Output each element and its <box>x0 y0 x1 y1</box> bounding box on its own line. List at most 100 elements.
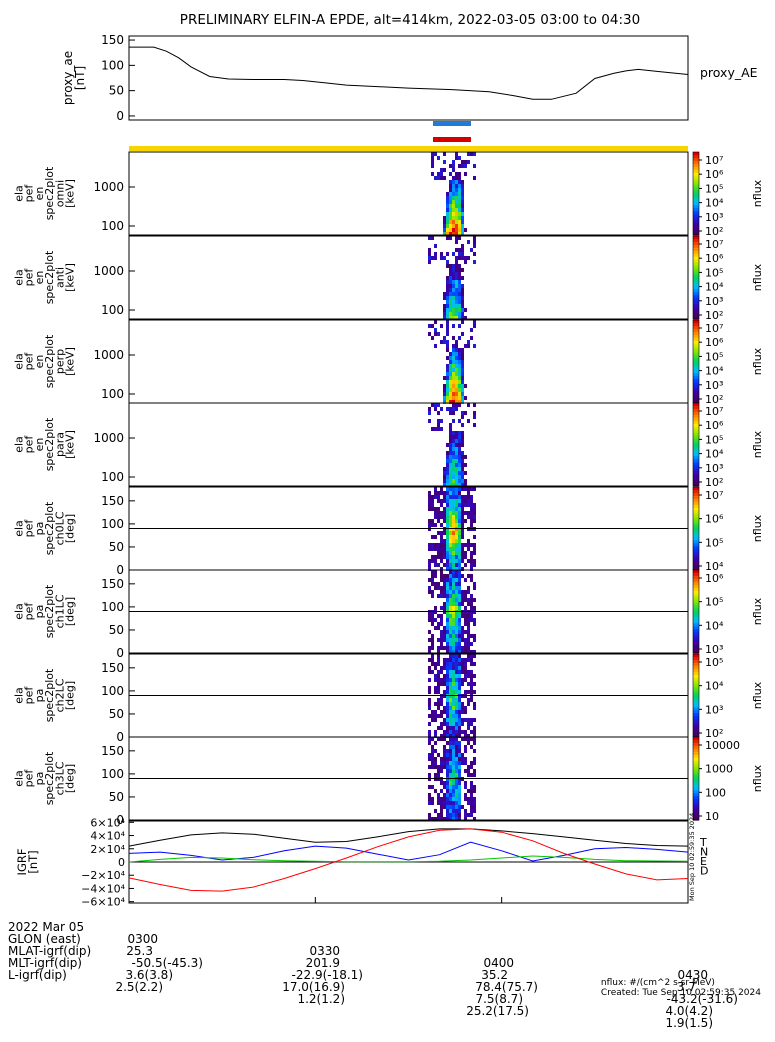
heatmap-cell <box>428 773 431 777</box>
heatmap-cell <box>431 654 434 658</box>
heatmap-cell <box>455 356 458 360</box>
heatmap-cell <box>455 582 458 586</box>
heatmap-cell <box>443 515 446 519</box>
heatmap-cell <box>458 447 461 451</box>
colorbar-segment <box>693 686 699 691</box>
y-tick-label: 0 <box>116 730 124 744</box>
colorbar-segment <box>693 558 699 562</box>
colorbar-segment <box>693 719 699 723</box>
heatmap-cell <box>452 547 455 551</box>
y-axis-label-line: spec2plot <box>43 166 56 220</box>
heatmap-cell <box>461 312 464 316</box>
heatmap-cell <box>452 793 455 797</box>
heatmap-cell <box>455 567 458 571</box>
y-tick-label: 150 <box>101 494 124 508</box>
heatmap-cell <box>446 499 449 503</box>
heatmap-cell <box>443 224 446 228</box>
heatmap-cell <box>446 726 449 730</box>
y-tick-label: 1000 <box>93 348 124 362</box>
heatmap-cell <box>431 658 434 662</box>
heatmap-cell <box>434 618 437 622</box>
heatmap-cell <box>449 200 452 204</box>
heatmap-cell <box>449 300 452 304</box>
heatmap-cell <box>461 535 464 539</box>
heatmap-cell <box>452 578 455 582</box>
heatmap-cell <box>443 176 446 180</box>
heatmap-cell <box>443 805 446 809</box>
heatmap-cell <box>461 368 464 372</box>
heatmap-cell <box>473 761 476 765</box>
heatmap-cell <box>452 678 455 682</box>
colorbar-tick-label: 10⁴ <box>705 448 724 461</box>
heatmap-cell <box>455 188 458 192</box>
heatmap-cell <box>431 160 434 164</box>
heatmap-cell <box>452 594 455 598</box>
heatmap-cell <box>449 674 452 678</box>
heatmap-cell <box>449 280 452 284</box>
footer-row-mlt: MLT-igrf(dip) 3.6(3.8) 17.0(16.9) 7.5(8.… <box>8 945 768 1017</box>
heatmap-cell <box>458 479 461 483</box>
heatmap-cell <box>437 531 440 535</box>
heatmap-cell <box>461 288 464 292</box>
heatmap-cell <box>461 332 464 336</box>
heatmap-cell <box>449 224 452 228</box>
heatmap-cell <box>461 547 464 551</box>
heatmap-cell <box>434 789 437 793</box>
heatmap-cell <box>434 666 437 670</box>
heatmap-cell <box>428 491 431 495</box>
heatmap-cell <box>467 698 470 702</box>
heatmap-cell <box>455 284 458 288</box>
heatmap-cell <box>455 809 458 813</box>
heatmap-cell <box>461 160 464 164</box>
footer-row-label: 2022 Mar 05 <box>8 920 85 934</box>
heatmap-cell <box>428 519 431 523</box>
heatmap-cell <box>455 519 458 523</box>
heatmap-cell <box>452 324 455 328</box>
heatmap-cell <box>464 503 467 507</box>
heatmap-cell <box>449 563 452 567</box>
heatmap-cell <box>470 781 473 785</box>
heatmap-cell <box>458 459 461 463</box>
heatmap-cell <box>452 368 455 372</box>
colorbar-segment <box>693 361 699 366</box>
colorbar-segment <box>693 474 699 478</box>
heatmap-cell <box>452 602 455 606</box>
heatmap-cell <box>458 690 461 694</box>
heatmap-cell <box>452 817 455 821</box>
heatmap-cell <box>467 674 470 678</box>
heatmap-cell <box>473 519 476 523</box>
heatmap-cell <box>449 443 452 447</box>
heatmap-cell <box>431 543 434 547</box>
heatmap-cell <box>461 630 464 634</box>
heatmap-cell <box>431 570 434 574</box>
colorbar-segment <box>693 808 699 812</box>
heatmap-cell <box>470 336 473 340</box>
heatmap-cell <box>452 280 455 284</box>
heatmap-cell <box>449 308 452 312</box>
heatmap-cell <box>473 563 476 567</box>
heatmap-cell <box>431 785 434 789</box>
heatmap-cell <box>449 392 452 396</box>
colorbar-tick-label: 10⁵ <box>705 433 723 446</box>
colorbar-segment <box>693 271 699 276</box>
heatmap-cell <box>464 737 467 741</box>
heatmap-cell <box>446 586 449 590</box>
heatmap-cell <box>449 678 452 682</box>
colorbar-label: nflux <box>751 514 764 542</box>
heatmap-cell <box>473 785 476 789</box>
heatmap-cell <box>461 388 464 392</box>
heatmap-cell <box>458 590 461 594</box>
y-tick-label: 50 <box>109 707 124 721</box>
heatmap-cell <box>458 670 461 674</box>
colorbar-segment <box>693 772 699 777</box>
heatmap-cell <box>452 769 455 773</box>
heatmap-cell <box>464 256 467 260</box>
heatmap-cell <box>452 765 455 769</box>
heatmap-cell <box>461 706 464 710</box>
heatmap-cell <box>428 618 431 622</box>
heatmap-cell <box>452 622 455 626</box>
heatmap-cell <box>446 192 449 196</box>
colorbar-segment <box>693 662 699 667</box>
heatmap-cell <box>437 622 440 626</box>
